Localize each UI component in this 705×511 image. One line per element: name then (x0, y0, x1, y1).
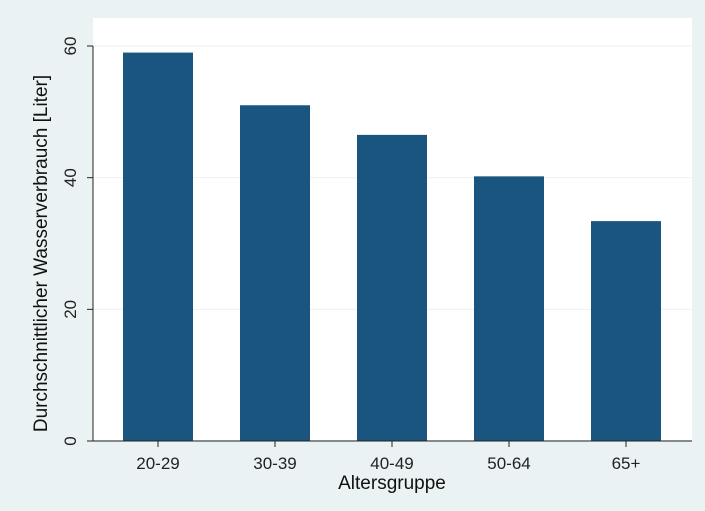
x-tick-label: 65+ (612, 454, 641, 473)
bar-65+ (591, 221, 661, 441)
tick-labels: 0 20 40 60 20-29 30-39 40-49 50-64 65+ (61, 37, 640, 473)
x-tick-label: 40-49 (370, 454, 413, 473)
bars (123, 52, 661, 441)
x-tick-label: 20-29 (136, 454, 179, 473)
bar-20-29 (123, 52, 193, 441)
x-axis-title: Altersgruppe (338, 473, 446, 494)
y-axis-title: Durchschnittlicher Wasserverbrauch [Lite… (31, 75, 52, 432)
y-tick-label: 0 (61, 436, 80, 445)
x-tick-label: 50-64 (487, 454, 530, 473)
y-tick-label: 40 (61, 168, 80, 187)
y-tick-label: 20 (61, 300, 80, 319)
bar-30-39 (240, 105, 310, 441)
bar-40-49 (357, 134, 427, 441)
y-tick-label: 60 (61, 37, 80, 56)
axes (87, 45, 692, 447)
x-tick-label: 30-39 (253, 454, 296, 473)
bar-50-64 (474, 176, 544, 441)
